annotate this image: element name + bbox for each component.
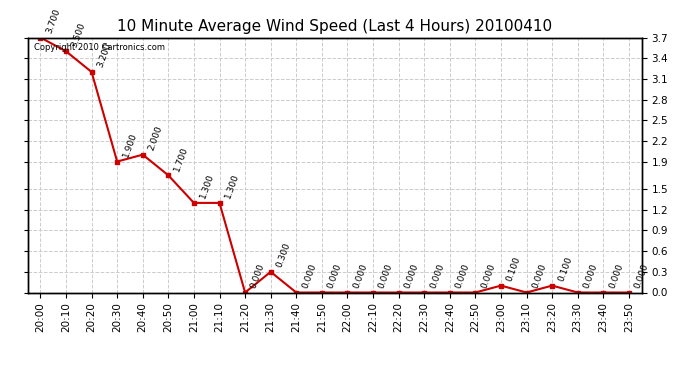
Text: 0.000: 0.000 (300, 262, 317, 290)
Text: 3.200: 3.200 (96, 42, 113, 69)
Text: 0.000: 0.000 (326, 262, 344, 290)
Text: 0.000: 0.000 (428, 262, 446, 290)
Text: 1.700: 1.700 (172, 145, 190, 172)
Text: 0.000: 0.000 (582, 262, 599, 290)
Text: 0.000: 0.000 (633, 262, 651, 290)
Text: 0.000: 0.000 (249, 262, 266, 290)
Text: 3.700: 3.700 (45, 8, 62, 35)
Text: 0.000: 0.000 (531, 262, 548, 290)
Text: 0.000: 0.000 (377, 262, 395, 290)
Text: 0.000: 0.000 (454, 262, 471, 290)
Text: 1.300: 1.300 (224, 173, 241, 200)
Text: 1.300: 1.300 (198, 173, 215, 200)
Text: 2.000: 2.000 (147, 124, 164, 152)
Text: 0.100: 0.100 (505, 255, 522, 283)
Text: 1.900: 1.900 (121, 131, 139, 159)
Text: 3.500: 3.500 (70, 21, 88, 48)
Text: 0.000: 0.000 (607, 262, 624, 290)
Text: 0.000: 0.000 (403, 262, 420, 290)
Title: 10 Minute Average Wind Speed (Last 4 Hours) 20100410: 10 Minute Average Wind Speed (Last 4 Hou… (117, 18, 552, 33)
Text: 0.000: 0.000 (480, 262, 497, 290)
Text: 0.000: 0.000 (352, 262, 369, 290)
Text: Copyright 2010 Cartronics.com: Copyright 2010 Cartronics.com (34, 43, 165, 52)
Text: 0.300: 0.300 (275, 242, 292, 269)
Text: 0.100: 0.100 (556, 255, 573, 283)
